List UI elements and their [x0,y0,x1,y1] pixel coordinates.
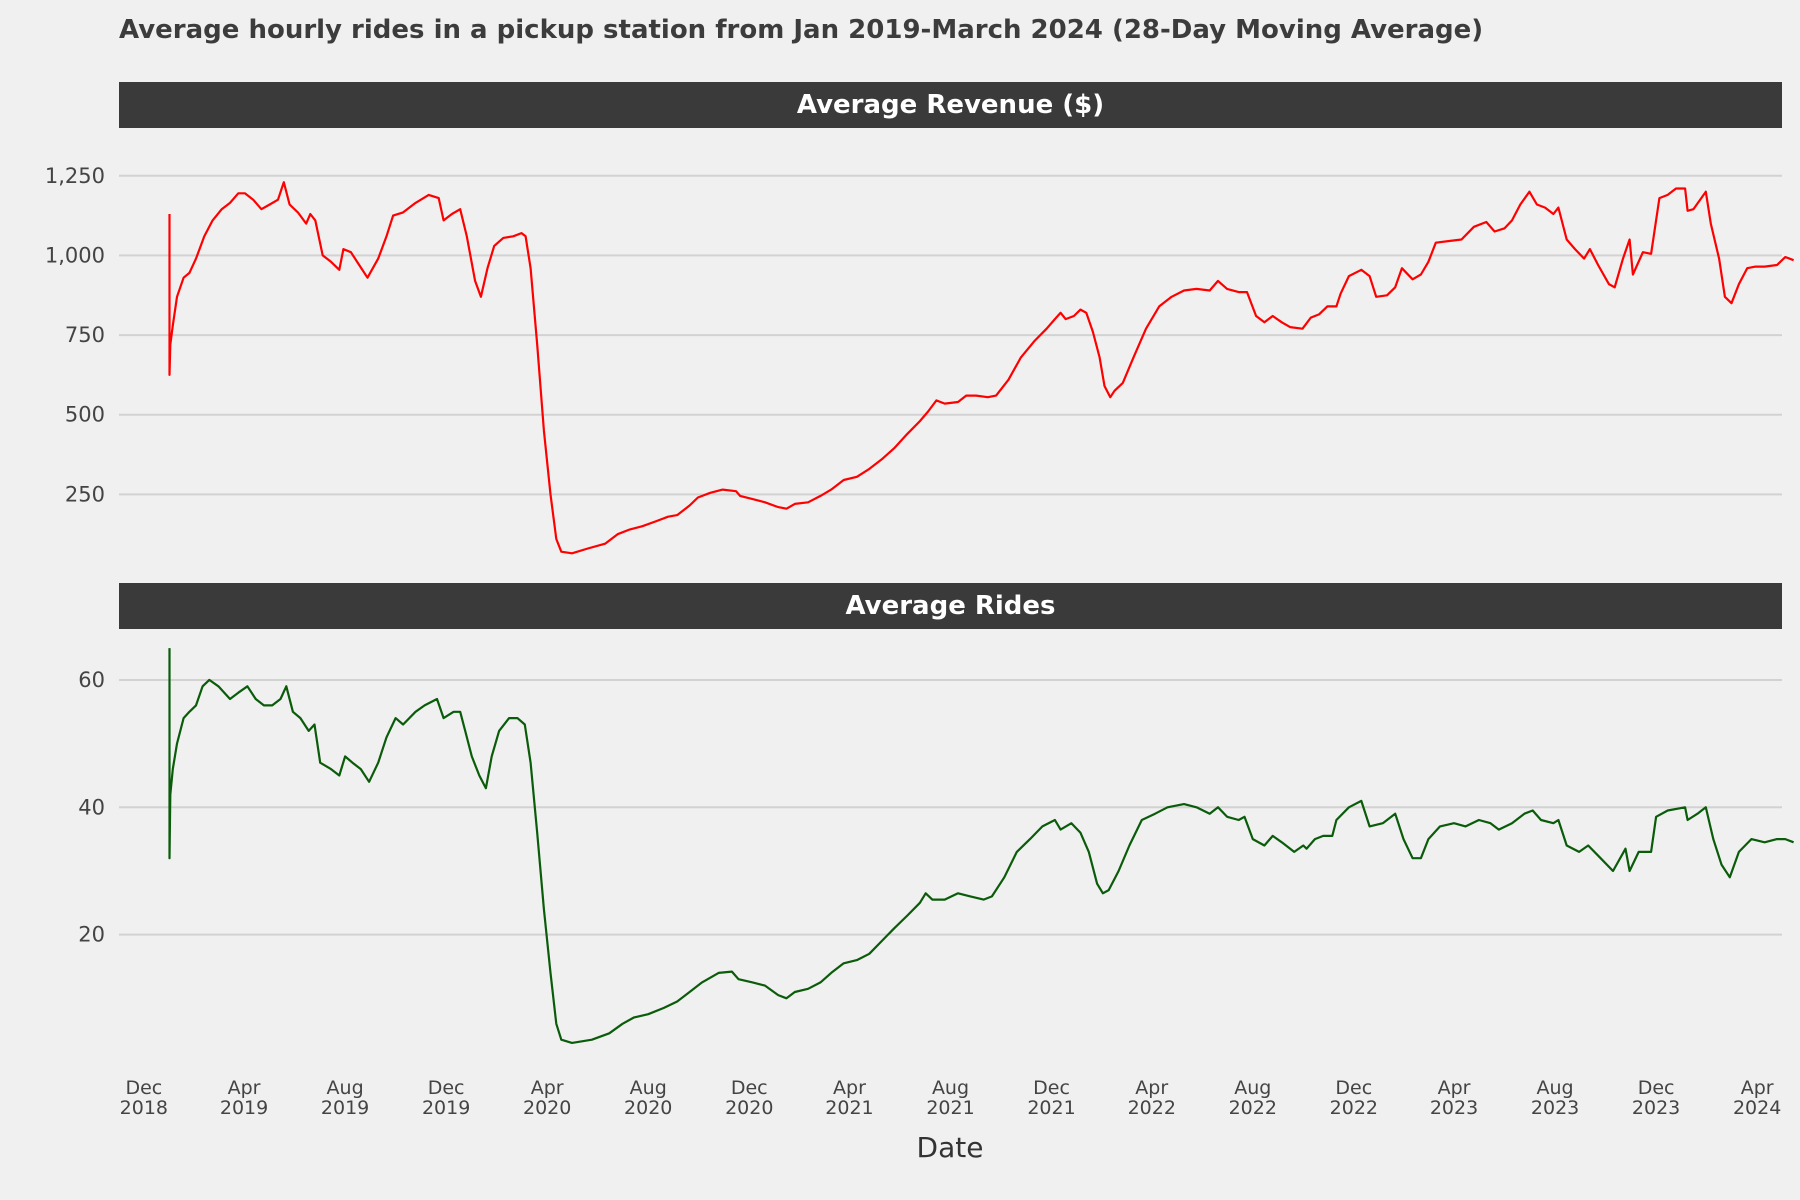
x-tick-year: 2019 [422,1097,470,1119]
chart-panels: Average Revenue ($)2505007501,0001,250Av… [45,82,1794,1044]
series-line-rides [168,648,1794,1044]
y-tick-label: 20 [78,923,105,947]
panel-strip [119,82,1782,128]
x-tick-year: 2024 [1733,1097,1781,1119]
x-tick-month: Aug [1234,1077,1271,1099]
panel-revenue: Average Revenue ($) 250 500 750 1,000 1,250 [45,82,1794,555]
y-tick-label: 1,000 [45,243,105,267]
x-tick-month: Apr [228,1077,261,1099]
x-axis-label: Date [917,1131,984,1164]
x-tick-year: 2021 [926,1097,974,1119]
x-tick-year: 2019 [321,1097,369,1119]
chart-title: Average hourly rides in a pickup station… [119,15,1483,45]
x-tick-month: Apr [1135,1077,1168,1099]
y-tick-label: 40 [78,795,105,819]
y-tick-label: 500 [65,403,105,427]
x-tick-month: Aug [1537,1077,1574,1099]
x-tick-year: 2022 [1330,1097,1378,1119]
x-tick-month: Apr [531,1077,564,1099]
x-tick-month: Dec [1335,1077,1372,1099]
x-axis-ticks: Dec2018Apr2019Aug2019Dec2019Apr2020Aug20… [120,1077,1782,1119]
panel-strip [119,583,1782,629]
series-line-revenue [168,181,1794,555]
x-tick-year: 2020 [624,1097,672,1119]
panel-strip-label: Average Revenue ($) [797,90,1104,120]
x-tick-year: 2023 [1632,1097,1680,1119]
x-tick-year: 2021 [1027,1097,1075,1119]
x-tick-year: 2022 [1229,1097,1277,1119]
x-tick-month: Aug [630,1077,667,1099]
x-tick-year: 2020 [725,1097,773,1119]
x-tick-year: 2023 [1430,1097,1478,1119]
x-tick-year: 2020 [523,1097,571,1119]
panel-rides: Average Rides 20 40 60 [78,583,1794,1044]
x-tick-month: Aug [932,1077,969,1099]
x-tick-year: 2022 [1128,1097,1176,1119]
x-tick-month: Apr [1741,1077,1774,1099]
x-tick-month: Dec [428,1077,465,1099]
x-tick-month: Aug [327,1077,364,1099]
x-tick-month: Apr [833,1077,866,1099]
x-tick-month: Apr [1438,1077,1471,1099]
y-tick-label: 1,250 [45,164,105,188]
panel-strip-label: Average Rides [845,591,1055,621]
y-tick-label: 60 [78,668,105,692]
x-tick-month: Dec [1033,1077,1070,1099]
y-tick-label: 250 [65,482,105,506]
x-tick-month: Dec [1638,1077,1675,1099]
x-tick-month: Dec [731,1077,768,1099]
x-tick-year: 2021 [825,1097,873,1119]
x-tick-year: 2019 [220,1097,268,1119]
x-tick-year: 2023 [1531,1097,1579,1119]
x-tick-month: Dec [125,1077,162,1099]
x-tick-year: 2018 [120,1097,168,1119]
y-tick-label: 750 [65,323,105,347]
